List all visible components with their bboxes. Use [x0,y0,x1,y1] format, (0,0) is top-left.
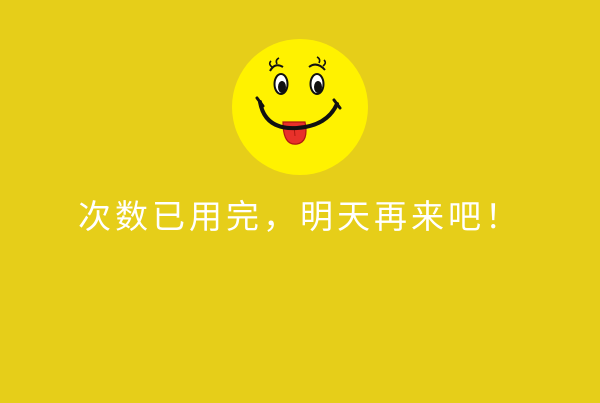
tongue-out-smiley-icon [231,38,369,176]
limit-reached-message: 次数已用完，明天再来吧！ [78,197,522,236]
